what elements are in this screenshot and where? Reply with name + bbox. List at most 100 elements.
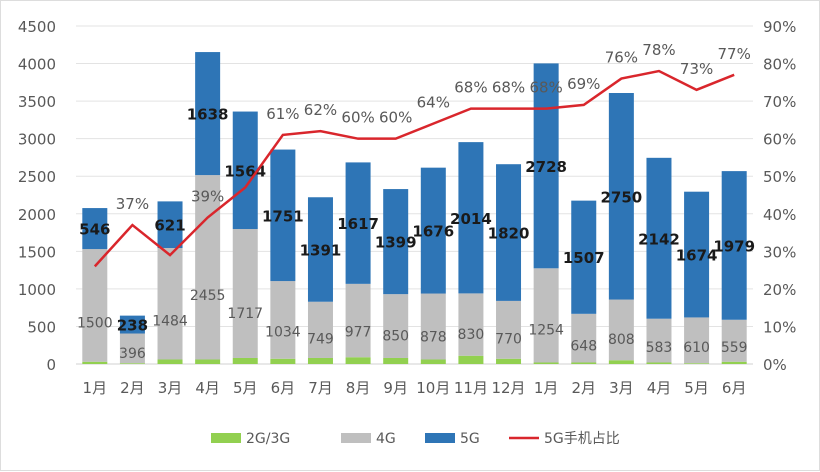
bar-2G/3G [383,357,409,364]
data-label-4G: 2455 [190,288,226,304]
left-tick-label: 3000 [18,131,56,149]
data-label-4G: 610 [683,340,710,356]
data-label-4G: 850 [382,329,409,345]
bar-2G/3G [608,360,634,364]
right-tick-label: 30% [763,243,796,261]
bar-4G [270,281,296,359]
data-label-5G: 1399 [375,234,417,252]
bar-5G [307,197,333,302]
right-tick-label: 10% [763,318,796,336]
bar-5G [157,201,183,249]
x-tick-label: 1月 [534,379,559,397]
data-label-5G: 1979 [713,237,755,255]
bar-5G [383,189,409,295]
left-tick-label: 4500 [18,18,56,36]
x-tick-label: 7月 [308,379,333,397]
right-tick-label: 90% [763,18,796,36]
x-tick-label: 6月 [722,379,747,397]
left-tick-label: 500 [27,318,56,336]
bar-5G [345,162,371,284]
data-label-4G: 1717 [227,306,263,322]
bar-5G [119,315,145,334]
x-tick-label: 8月 [346,379,371,397]
bar-4G [383,294,409,358]
data-label-5G: 1751 [262,207,304,225]
data-label-4G: 808 [608,332,635,348]
x-tick-label: 2月 [120,379,145,397]
data-label-5G: 2142 [638,230,680,248]
data-label-share: 61% [266,105,299,123]
bar-4G [533,268,559,363]
right-tick-label: 20% [763,281,796,299]
bar-5G [232,111,258,230]
bar-2G/3G [119,363,145,364]
legend-swatch [425,433,455,443]
right-tick-label: 80% [763,56,796,74]
legend-swatch [211,433,241,443]
bar-5G [195,52,221,176]
bar-2G/3G [458,355,484,364]
data-label-share: 39% [191,188,224,206]
bar-5G [420,167,446,294]
data-label-4G: 396 [119,346,146,362]
data-label-4G: 583 [646,340,673,356]
bar-2G/3G [232,357,258,364]
bar-4G [345,283,371,358]
data-label-share: 76% [605,49,638,67]
x-tick-label: 11月 [454,379,488,397]
bar-2G/3G [496,358,522,364]
bar-4G [496,300,522,359]
bar-4G [646,318,672,363]
data-label-5G: 1638 [187,106,229,124]
x-tick-label: 3月 [609,379,634,397]
data-label-5G: 546 [79,221,110,239]
bar-5G [608,92,634,300]
bar-2G/3G [721,361,747,364]
left-tick-label: 2000 [18,206,56,224]
data-label-5G: 1507 [563,249,605,267]
left-tick-label: 2500 [18,168,56,186]
legend-label: 2G/3G [246,431,290,447]
data-label-5G: 1564 [224,162,266,180]
data-label-5G: 2014 [450,210,492,228]
bar-2G/3G [307,357,333,364]
data-label-5G: 621 [154,217,185,235]
data-label-share: 69% [567,75,600,93]
data-label-5G: 1617 [337,215,379,233]
bar-2G/3G [157,359,183,364]
bar-4G [721,319,747,362]
data-label-share: 78% [642,41,675,59]
left-tick-label: 3500 [18,93,56,111]
x-tick-label: 12月 [491,379,525,397]
data-label-4G: 1034 [265,325,301,341]
data-label-4G: 648 [570,338,597,354]
data-label-share: 60% [341,109,374,127]
x-tick-label: 6月 [271,379,296,397]
bar-4G [195,175,221,360]
right-tick-label: 70% [763,93,796,111]
data-label-share: 62% [304,101,337,119]
bar-2G/3G [533,362,559,364]
bar-4G [571,313,597,363]
bar-2G/3G [270,358,296,364]
data-label-share: 68% [454,79,487,97]
bar-2G/3G [571,362,597,364]
data-label-4G: 878 [420,329,447,345]
right-tick-label: 50% [763,168,796,186]
x-tick-label: 10月 [416,379,450,397]
line-5g-share [93,69,735,268]
data-label-4G: 749 [307,331,334,347]
legend-label: 4G [376,431,396,447]
x-tick-label: 1月 [83,379,108,397]
bar-4G [82,249,108,362]
right-tick-label: 0% [763,356,787,374]
bar-2G/3G [195,359,221,364]
data-label-4G: 1484 [152,313,188,329]
x-tick-label: 3月 [158,379,183,397]
data-label-share: 37% [116,195,149,213]
bar-5G [721,171,747,320]
x-tick-label: 5月 [233,379,258,397]
data-label-4G: 770 [495,331,522,347]
